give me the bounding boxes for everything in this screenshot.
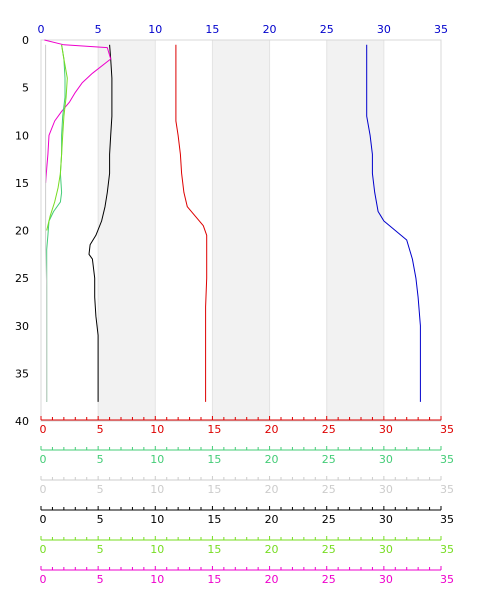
- y-axis-tick-label: 20: [15, 225, 29, 238]
- top-axis-tick-label: 30: [377, 23, 391, 36]
- series-line-3: [44, 39, 112, 183]
- series-line-0: [366, 44, 421, 402]
- bottom-axis-tick-label: 5: [97, 423, 104, 436]
- bottom-axis-tick-label: 0: [40, 573, 47, 586]
- bottom-axis-tick-label: 10: [150, 573, 164, 586]
- y-axis-tick-label: 10: [15, 129, 29, 142]
- top-axis-tick-label: 5: [95, 23, 102, 36]
- bottom-axis-tick-label: 0: [40, 483, 47, 496]
- top-axis-tick-label: 15: [205, 23, 219, 36]
- top-axis-tick-label: 10: [148, 23, 162, 36]
- bottom-axis-tick-label: 35: [440, 423, 454, 436]
- bottom-axis-tick-label: 0: [40, 423, 47, 436]
- bottom-axis-tick-label: 5: [97, 573, 104, 586]
- bottom-axis-tick-label: 15: [207, 453, 221, 466]
- bottom-axis-tick-label: 20: [265, 513, 279, 526]
- bottom-axis-tick-label: 5: [97, 513, 104, 526]
- top-axis-tick-label: 20: [263, 23, 277, 36]
- series-line-1: [175, 44, 208, 402]
- shaded-band-2: [326, 40, 384, 421]
- bottom-axis-tick-label: 15: [207, 513, 221, 526]
- bottom-axis-tick-label: 0: [40, 513, 47, 526]
- shaded-band-0: [98, 40, 156, 421]
- bottom-axis-tick-label: 25: [322, 573, 336, 586]
- bottom-axis-tick-label: 35: [440, 453, 454, 466]
- bottom-axis-tick-label: 15: [207, 423, 221, 436]
- bottom-axis-tick-label: 35: [440, 483, 454, 496]
- y-axis-tick-label: 35: [15, 367, 29, 380]
- bottom-axis-tick-label: 25: [322, 483, 336, 496]
- bottom-axis-tick-label: 5: [97, 453, 104, 466]
- bottom-axis-tick-label: 25: [322, 513, 336, 526]
- bottom-axis-tick-label: 10: [150, 483, 164, 496]
- top-axis-tick-label: 25: [320, 23, 334, 36]
- bottom-axis-tick-label: 10: [150, 453, 164, 466]
- top-axis-tick-label: 0: [38, 23, 45, 36]
- series-line-6: [45, 44, 48, 402]
- y-axis-tick-label: 30: [15, 320, 29, 333]
- bottom-axis-tick-label: 35: [440, 543, 454, 556]
- bottom-axis-tick-label: 15: [207, 483, 221, 496]
- bottom-axis-tick-label: 20: [265, 483, 279, 496]
- bottom-axis-tick-label: 30: [379, 573, 393, 586]
- y-axis-tick-label: 15: [15, 177, 29, 190]
- bottom-axis-tick-label: 30: [379, 513, 393, 526]
- bottom-axis-tick-label: 30: [379, 483, 393, 496]
- bottom-axis-tick-label: 10: [150, 543, 164, 556]
- bottom-axis-tick-label: 20: [265, 573, 279, 586]
- top-axis-tick-label: 35: [434, 23, 448, 36]
- bottom-axis-tick-label: 10: [150, 513, 164, 526]
- y-axis-tick-label: 0: [22, 34, 29, 47]
- bottom-axis-tick-label: 25: [322, 543, 336, 556]
- shaded-band-1: [212, 40, 270, 421]
- y-axis-tick-label: 40: [15, 415, 29, 428]
- bottom-axis-tick-label: 35: [440, 513, 454, 526]
- y-axis-tick-label: 25: [15, 272, 29, 285]
- bottom-axis-tick-label: 25: [322, 423, 336, 436]
- bottom-axis-tick-label: 15: [207, 573, 221, 586]
- bottom-axis-tick-label: 30: [379, 543, 393, 556]
- bottom-axis-tick-label: 35: [440, 573, 454, 586]
- bottom-axis-tick-label: 25: [322, 453, 336, 466]
- series-line-4: [46, 44, 66, 402]
- plot-frame: [40, 39, 442, 422]
- bottom-axis-tick-label: 30: [379, 423, 393, 436]
- bottom-axis-tick-label: 5: [97, 543, 104, 556]
- bottom-axis-tick-label: 10: [150, 423, 164, 436]
- bottom-axis-tick-label: 20: [265, 543, 279, 556]
- bottom-axis-tick-label: 0: [40, 453, 47, 466]
- bottom-axis-tick-label: 20: [265, 453, 279, 466]
- bottom-axis-tick-label: 15: [207, 543, 221, 556]
- series-line-2: [88, 44, 113, 402]
- bottom-axis-tick-label: 30: [379, 453, 393, 466]
- bottom-axis-tick-label: 5: [97, 483, 104, 496]
- bottom-axis-tick-label: 0: [40, 543, 47, 556]
- y-axis-tick-label: 5: [22, 82, 29, 95]
- series-line-5: [46, 44, 68, 231]
- bottom-axis-tick-label: 20: [265, 423, 279, 436]
